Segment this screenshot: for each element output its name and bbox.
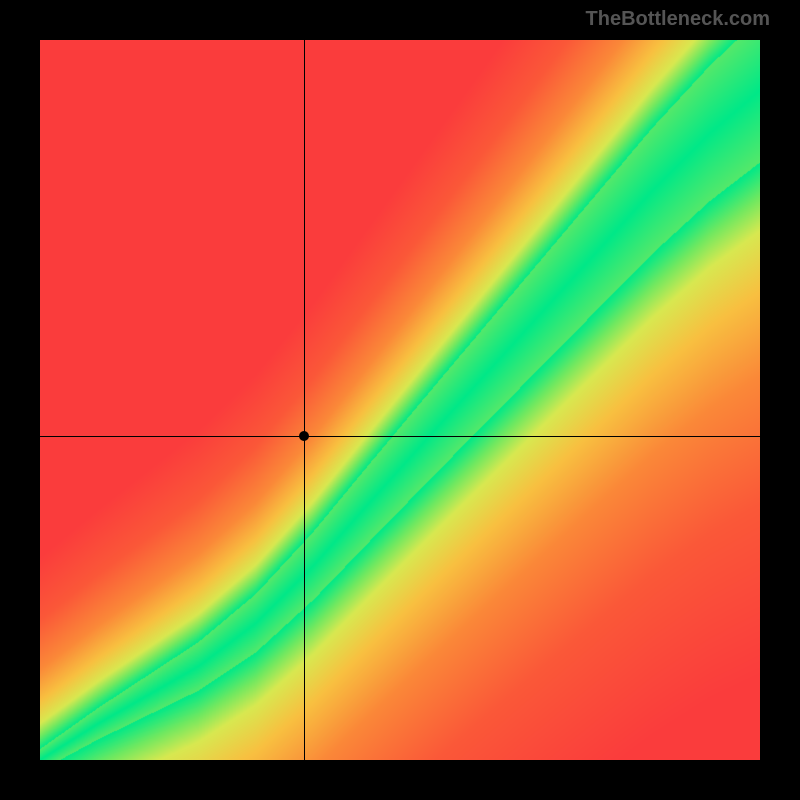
crosshair-marker	[299, 431, 309, 441]
crosshair-horizontal	[40, 436, 760, 437]
crosshair-vertical	[304, 40, 305, 760]
heatmap-canvas	[40, 40, 760, 760]
watermark-text: TheBottleneck.com	[586, 8, 770, 31]
plot-area	[40, 40, 760, 760]
